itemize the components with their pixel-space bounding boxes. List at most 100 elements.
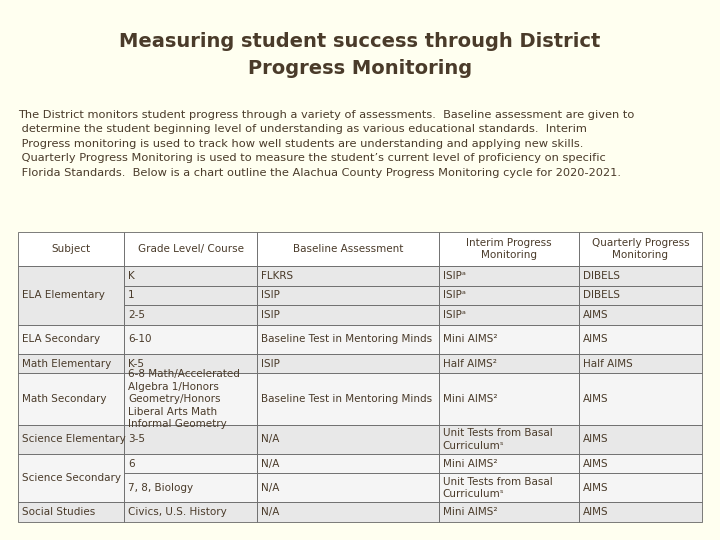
Text: ISIP: ISIP (261, 310, 280, 320)
Bar (438, 305, 579, 325)
Text: Quarterly Progress
Monitoring: Quarterly Progress Monitoring (592, 238, 689, 260)
Text: Math Secondary: Math Secondary (22, 394, 107, 404)
Bar (258, 286, 438, 305)
Text: AIMS: AIMS (583, 310, 608, 320)
Bar (579, 502, 702, 522)
Text: Math Elementary: Math Elementary (22, 359, 112, 368)
Bar (579, 305, 702, 325)
Text: Baseline Test in Mentoring Minds: Baseline Test in Mentoring Minds (261, 334, 433, 345)
Text: Mini AIMS²: Mini AIMS² (443, 507, 497, 517)
Text: Science Elementary: Science Elementary (22, 434, 126, 444)
Bar (438, 232, 579, 266)
Bar (18, 454, 124, 502)
Bar (258, 425, 438, 454)
Bar (258, 325, 438, 354)
Bar (18, 325, 124, 354)
Text: AIMS: AIMS (583, 334, 608, 345)
Bar (438, 373, 579, 425)
Bar (258, 454, 438, 474)
Text: 7, 8, Biology: 7, 8, Biology (128, 483, 193, 493)
Text: DIBELS: DIBELS (583, 291, 620, 300)
Text: Subject: Subject (51, 244, 91, 254)
Bar (258, 502, 438, 522)
Bar (18, 232, 124, 266)
Text: Grade Level/ Course: Grade Level/ Course (138, 244, 243, 254)
Text: AIMS: AIMS (583, 458, 608, 469)
Text: AIMS: AIMS (583, 507, 608, 517)
Bar (579, 325, 702, 354)
Text: ELA Secondary: ELA Secondary (22, 334, 100, 345)
Text: AIMS: AIMS (583, 483, 608, 493)
Bar (579, 232, 702, 266)
Text: Mini AIMS²: Mini AIMS² (443, 334, 497, 345)
Bar (18, 502, 124, 522)
Bar (124, 425, 258, 454)
Text: Half AIMS: Half AIMS (583, 359, 633, 368)
Bar (579, 354, 702, 373)
Text: 3-5: 3-5 (128, 434, 145, 444)
Text: AIMS: AIMS (583, 394, 608, 404)
Bar (438, 474, 579, 502)
Text: ISIPᵃ: ISIPᵃ (443, 271, 466, 281)
Bar (258, 474, 438, 502)
Bar (124, 373, 258, 425)
Bar (124, 354, 258, 373)
Text: 1: 1 (128, 291, 135, 300)
Text: ISIP: ISIP (261, 291, 280, 300)
Bar (438, 425, 579, 454)
Text: AIMS: AIMS (583, 434, 608, 444)
Text: Measuring student success through District
Progress Monitoring: Measuring student success through Distri… (120, 32, 600, 78)
Bar (18, 425, 124, 454)
Bar (258, 354, 438, 373)
Text: ISIPᵃ: ISIPᵃ (443, 310, 466, 320)
Bar (124, 474, 258, 502)
Text: K-5: K-5 (128, 359, 144, 368)
Text: 6: 6 (128, 458, 135, 469)
Text: Mini AIMS²: Mini AIMS² (443, 458, 497, 469)
Text: K: K (128, 271, 135, 281)
Bar (124, 325, 258, 354)
Bar (258, 305, 438, 325)
Text: Baseline Test in Mentoring Minds: Baseline Test in Mentoring Minds (261, 394, 433, 404)
Text: The District monitors student progress through a variety of assessments.  Baseli: The District monitors student progress t… (18, 110, 634, 178)
Text: N/A: N/A (261, 483, 280, 493)
Text: Unit Tests from Basal
Curriculumˢ: Unit Tests from Basal Curriculumˢ (443, 428, 552, 450)
Text: Mini AIMS²: Mini AIMS² (443, 394, 497, 404)
Text: Science Secondary: Science Secondary (22, 473, 121, 483)
Bar (124, 305, 258, 325)
Text: N/A: N/A (261, 507, 280, 517)
Text: ISIPᵃ: ISIPᵃ (443, 291, 466, 300)
Bar (258, 373, 438, 425)
Text: Baseline Assessment: Baseline Assessment (293, 244, 403, 254)
Bar (124, 232, 258, 266)
Bar (438, 325, 579, 354)
Bar (124, 286, 258, 305)
Bar (438, 454, 579, 474)
Text: N/A: N/A (261, 458, 280, 469)
Text: Half AIMS²: Half AIMS² (443, 359, 497, 368)
Bar (124, 454, 258, 474)
Bar (579, 286, 702, 305)
Bar (579, 373, 702, 425)
Bar (438, 354, 579, 373)
Bar (438, 266, 579, 286)
Bar (18, 373, 124, 425)
Bar (18, 354, 124, 373)
Bar (258, 232, 438, 266)
Text: DIBELS: DIBELS (583, 271, 620, 281)
Bar (579, 454, 702, 474)
Text: Civics, U.S. History: Civics, U.S. History (128, 507, 227, 517)
Bar (579, 425, 702, 454)
Text: FLKRS: FLKRS (261, 271, 294, 281)
Bar (18, 266, 124, 325)
Text: Social Studies: Social Studies (22, 507, 95, 517)
Bar (124, 502, 258, 522)
Text: ELA Elementary: ELA Elementary (22, 291, 105, 300)
Bar (438, 286, 579, 305)
Text: ISIP: ISIP (261, 359, 280, 368)
Text: 6-8 Math/Accelerated
Algebra 1/Honors
Geometry/Honors
Liberal Arts Math
Informal: 6-8 Math/Accelerated Algebra 1/Honors Ge… (128, 369, 240, 429)
Text: Interim Progress
Monitoring: Interim Progress Monitoring (466, 238, 552, 260)
Text: N/A: N/A (261, 434, 280, 444)
Bar (438, 502, 579, 522)
Text: Unit Tests from Basal
Curriculumˢ: Unit Tests from Basal Curriculumˢ (443, 477, 552, 499)
